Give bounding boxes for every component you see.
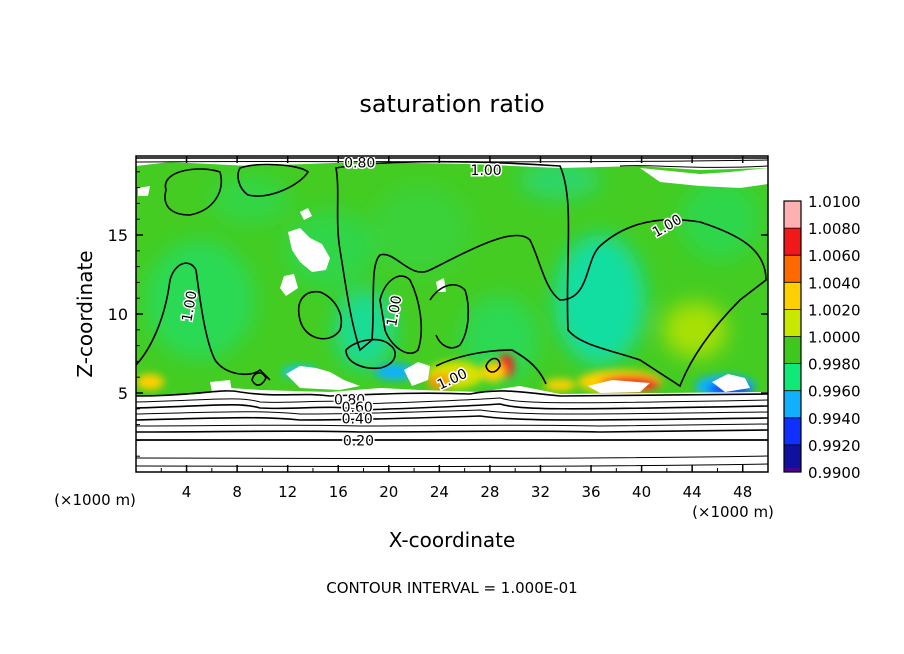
colorbar-label: 1.0060	[808, 247, 861, 265]
x-axis: 4 8 12 16 20 24 28 32 36 40 44 48	[160, 156, 752, 501]
contour-label: 0.80	[344, 155, 375, 171]
colorbar: 1.0100 1.0080 1.0060 1.0040 1.0020 1.0000 0.99…	[783, 193, 861, 482]
y-tick-label: 15	[108, 226, 128, 245]
field-variations	[145, 160, 760, 385]
surface-contours	[136, 157, 768, 467]
colorbar-label: 0.9900	[808, 464, 861, 482]
colorbar-swatch	[784, 444, 801, 472]
colorbar-label: 0.9960	[808, 383, 861, 401]
x-tick-label: 32	[531, 483, 550, 501]
x-tick-label: 8	[232, 483, 242, 501]
contour-interval-note: CONTOUR INTERVAL = 1.000E-01	[326, 579, 577, 597]
contour-label: 0.40	[342, 411, 373, 427]
plot-area: 0.80 1.001.001.00 1.001.000.800.600.400.20	[136, 155, 768, 472]
x-unit-left: (×1000 m)	[54, 491, 136, 509]
colorbar-label: 1.0080	[808, 220, 861, 238]
contour-label: 0.80	[334, 392, 365, 408]
colorbar-label: 1.0040	[808, 274, 861, 292]
x-tick-label: 16	[329, 483, 348, 501]
x-tick-label: 12	[278, 483, 297, 501]
x-tick-label: 4	[182, 483, 192, 501]
y-tick-label: 5	[118, 384, 128, 403]
contour-lines	[136, 160, 767, 388]
contour-label: 1.00	[471, 163, 502, 179]
missing-patches	[138, 168, 768, 393]
colorbar-label: 0.9940	[808, 410, 861, 428]
colorbar-swatch	[784, 417, 801, 445]
y-axis-title: Z-coordinate	[73, 250, 97, 377]
x-unit-right: (×1000 m)	[692, 503, 774, 521]
colorbar-swatch	[784, 228, 801, 256]
x-tick-label: 28	[480, 483, 499, 501]
chart-title: saturation ratio	[359, 90, 544, 118]
colorbar-swatch	[784, 201, 801, 229]
colorbar-swatch	[784, 255, 801, 283]
colorbar-swatch	[784, 336, 801, 364]
y-tick-label: 10	[108, 305, 128, 324]
x-tick-label: 40	[632, 483, 651, 501]
x-tick-label: 36	[581, 483, 600, 501]
colorbar-swatch	[784, 309, 801, 337]
contour-label: 0.60	[342, 400, 373, 416]
x-tick-label: 48	[733, 483, 752, 501]
x-axis-title: X-coordinate	[389, 528, 516, 552]
contour-label: 0.20	[343, 433, 374, 449]
upper-region	[136, 156, 768, 170]
colorbar-swatch	[784, 468, 801, 472]
colorbar-swatch	[784, 282, 801, 310]
colorbar-swatch	[784, 363, 801, 391]
colorbar-label: 0.9980	[808, 356, 861, 374]
x-tick-label: 20	[379, 483, 398, 501]
colorbar-label: 1.0020	[808, 301, 861, 319]
colorbar-label: 1.0100	[808, 193, 861, 211]
x-tick-label: 44	[683, 483, 702, 501]
colorbar-swatch	[784, 390, 801, 418]
y-axis: 5 10 15	[108, 171, 768, 457]
colorbar-label: 0.9920	[808, 437, 861, 455]
colorbar-label: 1.0000	[808, 329, 861, 347]
x-tick-label: 24	[430, 483, 449, 501]
